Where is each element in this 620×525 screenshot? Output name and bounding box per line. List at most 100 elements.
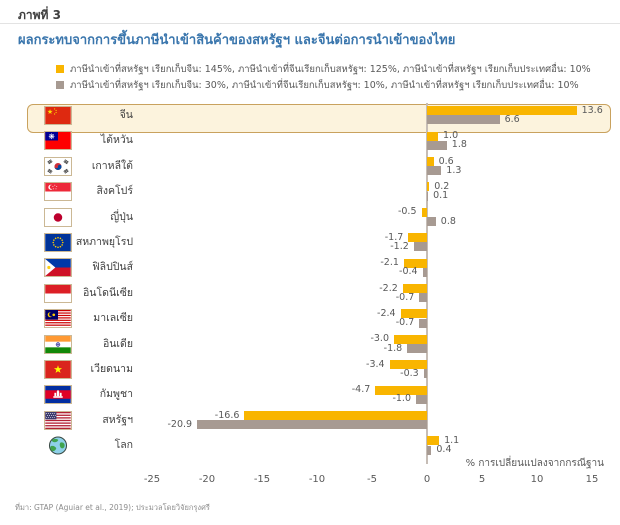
value-label: -1.2 (390, 240, 409, 252)
bar-scenario2 (427, 191, 429, 201)
value-label: -20.9 (167, 418, 193, 430)
chart-title: ผลกระทบจากการขึ้นภาษีนำเข้าสินค้าของสหรั… (18, 33, 456, 48)
bar-scenario2 (427, 166, 442, 176)
flag-indonesia-icon (44, 283, 72, 303)
legend-item-scenario-1: ภาษีนำเข้าที่สหรัฐฯ เรียกเก็บจีน: 145%, … (56, 61, 591, 77)
x-tick-label: -15 (253, 474, 271, 485)
value-label: 13.6 (581, 104, 603, 116)
value-label: 1.0 (443, 130, 459, 142)
value-label: -4.7 (351, 384, 371, 396)
value-label: 1.3 (446, 164, 462, 176)
value-label: 0.1 (433, 190, 449, 202)
x-tick-label: 15 (585, 474, 599, 485)
flag-usa-icon (44, 410, 72, 430)
value-label: 0.6 (438, 155, 454, 167)
bar-scenario1 (427, 106, 577, 116)
bar-scenario1 (244, 411, 427, 420)
x-tick-label: 10 (530, 474, 544, 485)
category-label: กัมพูชา (99, 388, 133, 401)
source-note: ที่มา: GTAP (Aguiar et al., 2019); ประมว… (15, 503, 210, 512)
flag-philippines-icon (44, 258, 72, 278)
value-label: 0.8 (440, 215, 456, 227)
category-label: สหภาพยุโรป (75, 236, 133, 248)
bar-scenario2 (413, 242, 427, 252)
bar-scenario1 (402, 284, 427, 293)
value-label: -0.7 (395, 291, 415, 303)
bar-scenario2 (416, 394, 427, 404)
legend-swatch-gray-icon (56, 81, 64, 89)
bar-scenario2 (197, 420, 427, 430)
value-label: -1.8 (383, 342, 403, 354)
flag-malaysia-icon (44, 309, 72, 329)
bar-scenario1 (403, 258, 427, 268)
value-label: 0.2 (434, 180, 450, 192)
x-tick-label: 5 (478, 474, 486, 485)
flag-china-icon (44, 106, 72, 125)
value-label: -3.0 (370, 333, 389, 345)
category-label: สหรัฐฯ (102, 413, 133, 426)
bar-scenario2 (427, 217, 436, 226)
value-label: -3.4 (366, 358, 385, 370)
legend-label: ภาษีนำเข้าที่สหรัฐฯ เรียกเก็บจีน: 145%, … (70, 63, 591, 75)
flag-india-icon (44, 334, 72, 354)
category-label: จีน (119, 109, 133, 121)
x-tick-label: -5 (367, 474, 377, 485)
category-label: โลก (114, 439, 133, 452)
value-label: -0.7 (395, 317, 415, 329)
value-label: -2.1 (380, 257, 399, 269)
bar-scenario2 (419, 318, 427, 328)
value-label: -2.2 (379, 282, 398, 294)
category-label: อินโดนีเซีย (83, 286, 133, 299)
globe-icon (44, 436, 72, 455)
category-label: อินเดีย (102, 337, 133, 350)
bar-scenario2 (422, 267, 427, 277)
category-label: เกาหลีใต้ (91, 159, 133, 172)
bar-scenario1 (427, 131, 438, 141)
value-label: -0.5 (397, 206, 417, 218)
legend-label: ภาษีนำเข้าที่สหรัฐฯ เรียกเก็บจีน: 30%, ภ… (70, 79, 579, 91)
value-label: 1.1 (444, 434, 460, 446)
bar-scenario2 (407, 344, 427, 353)
legend: ภาษีนำเข้าที่สหรัฐฯ เรียกเก็บจีน: 145%, … (56, 61, 591, 93)
value-label: -0.3 (400, 367, 419, 379)
divider-line (0, 23, 620, 24)
x-tick-label: 0 (423, 474, 431, 485)
value-label: -16.6 (214, 409, 240, 421)
bar-scenario2 (423, 369, 427, 379)
bar-scenario1 (389, 360, 427, 370)
category-label: ฟิลิปปินส์ (92, 261, 133, 274)
value-label: 0.4 (436, 444, 452, 456)
x-tick-label: -10 (308, 474, 326, 485)
x-tick-label: -20 (198, 474, 216, 485)
bar-scenario2 (427, 445, 432, 455)
flag-eu-icon (44, 233, 72, 252)
bar-scenario1 (427, 436, 440, 446)
flag-singapore-icon (44, 182, 72, 202)
category-label: เวียดนาม (90, 363, 133, 375)
value-label: -1.7 (384, 231, 404, 243)
legend-swatch-yellow-icon (56, 65, 64, 73)
bar-scenario2 (427, 140, 447, 150)
flag-japan-icon (44, 207, 72, 227)
value-label: 6.6 (504, 113, 520, 125)
category-label: ไต้หวัน (100, 134, 133, 147)
value-label: 1.8 (451, 139, 467, 151)
zero-axis-line (426, 103, 428, 464)
flag-vietnam-icon (44, 360, 72, 379)
x-tick-label: -25 (143, 474, 161, 485)
value-label: -2.4 (377, 307, 396, 319)
bar-scenario1 (408, 233, 427, 243)
flag-taiwan-icon (44, 131, 72, 151)
bar-scenario1 (394, 334, 427, 344)
bar-scenario1 (421, 207, 427, 217)
bar-scenario2 (427, 115, 500, 125)
value-label: -0.4 (399, 266, 418, 278)
bar-scenario1 (375, 385, 427, 395)
flag-south-korea-icon (44, 156, 72, 176)
bar-scenario1 (427, 182, 430, 192)
bar-scenario2 (419, 293, 427, 303)
figure-number-label: ภาพที่ 3 (18, 8, 61, 22)
legend-item-scenario-2: ภาษีนำเข้าที่สหรัฐฯ เรียกเก็บจีน: 30%, ภ… (56, 77, 591, 93)
bar-scenario1 (400, 309, 427, 319)
